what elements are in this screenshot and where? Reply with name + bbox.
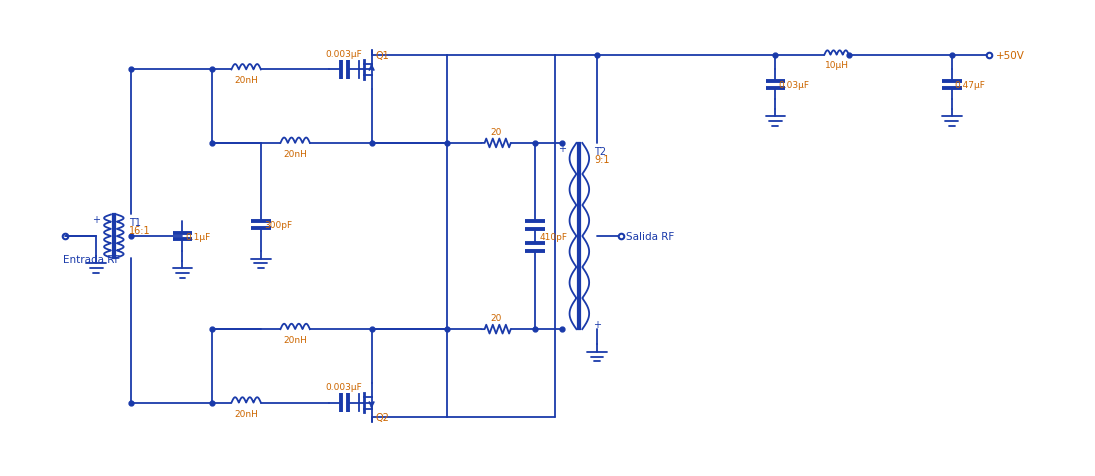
Text: 0.1µF: 0.1µF (185, 232, 210, 241)
Text: 20nH: 20nH (234, 76, 258, 85)
Text: 0.003µF: 0.003µF (326, 382, 362, 391)
Text: Q2: Q2 (376, 413, 390, 422)
Text: 0.003µF: 0.003µF (326, 50, 362, 59)
Text: 10µH: 10µH (825, 60, 849, 69)
Text: +: + (593, 319, 601, 329)
Text: 20nH: 20nH (234, 409, 258, 417)
Text: 0.03µF: 0.03µF (779, 80, 809, 89)
Text: +: + (92, 215, 101, 225)
Text: 20nH: 20nH (284, 335, 307, 344)
Text: Salida RF: Salida RF (626, 231, 675, 241)
Text: T2: T2 (595, 147, 607, 157)
Text: Entrada RF: Entrada RF (62, 254, 120, 264)
Text: +: + (557, 144, 566, 153)
Text: 9:1: 9:1 (595, 154, 610, 164)
Text: 300pF: 300pF (264, 221, 292, 230)
Text: T1: T1 (128, 218, 140, 228)
Text: 410pF: 410pF (539, 232, 567, 241)
Text: 20: 20 (491, 313, 502, 322)
Text: 20nH: 20nH (284, 149, 307, 159)
Text: +50V: +50V (995, 50, 1025, 60)
Text: 16:1: 16:1 (128, 226, 150, 236)
Text: 20: 20 (491, 127, 502, 136)
Text: Q1: Q1 (376, 50, 389, 60)
Text: 0.47µF: 0.47µF (955, 80, 986, 89)
